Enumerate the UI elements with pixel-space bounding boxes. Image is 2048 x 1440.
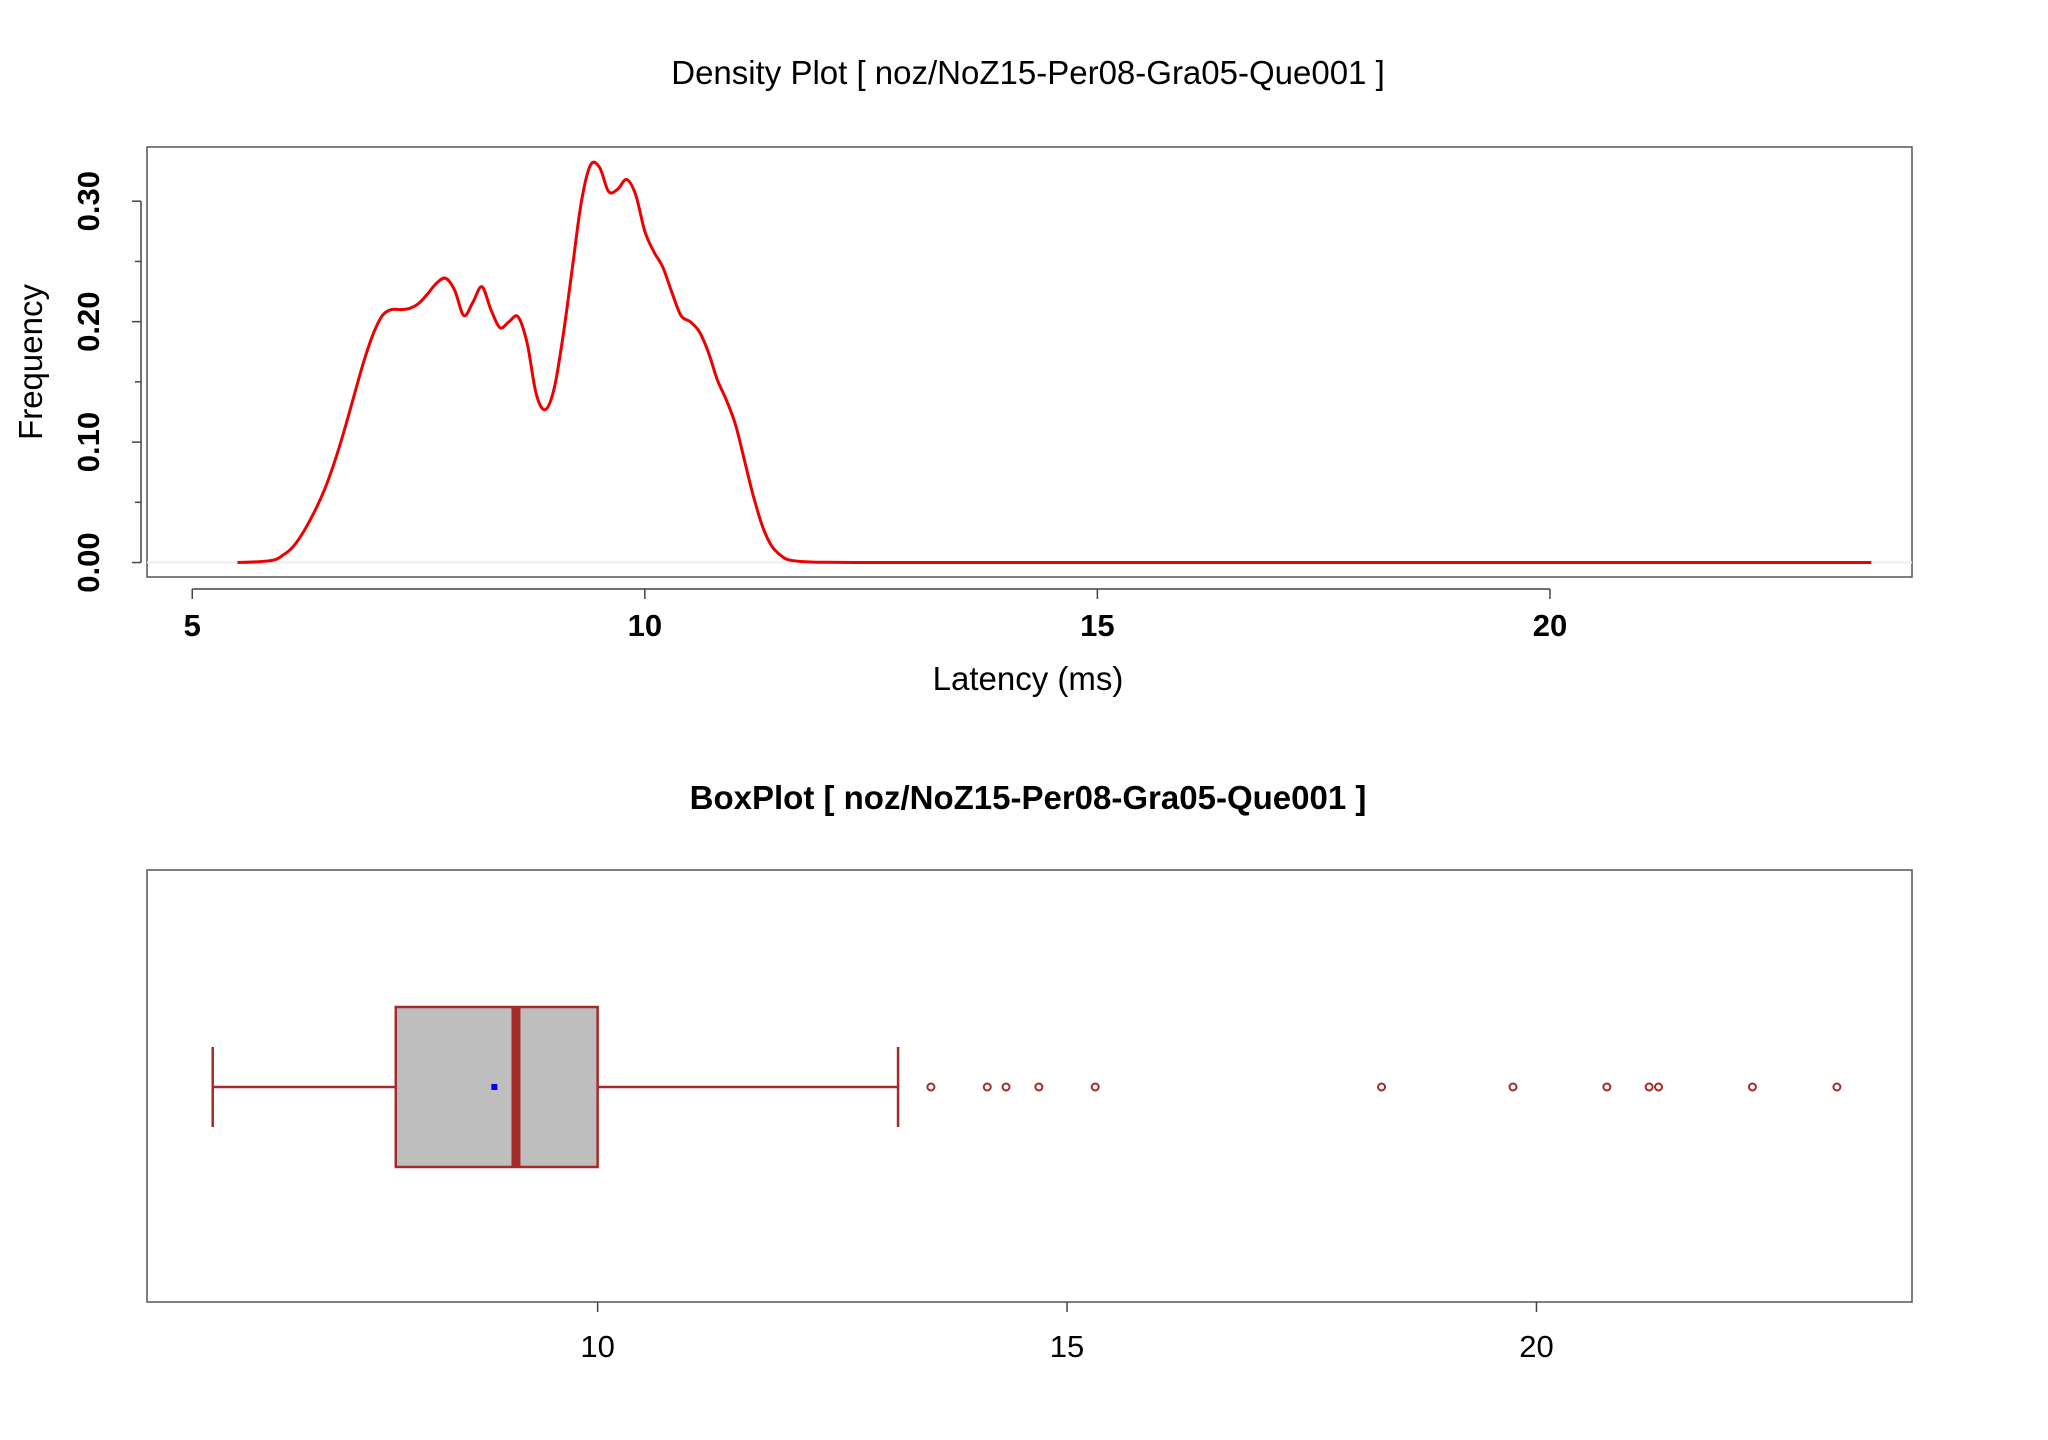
boxplot-title: BoxPlot [ noz/NoZ15-Per08-Gra05-Que001 ] — [690, 779, 1367, 816]
boxplot-outlier — [1654, 1082, 1664, 1092]
density-x-label: Latency (ms) — [933, 660, 1124, 697]
boxplot-mean-point — [491, 1084, 498, 1090]
boxplot-outlier — [1001, 1082, 1011, 1092]
boxplot-outlier — [926, 1082, 936, 1092]
boxplot-marks — [211, 1005, 1842, 1169]
density-x-axis: 5 10 15 20 — [184, 588, 1567, 643]
density-plot: Density Plot [ noz/NoZ15-Per08-Gra05-Que… — [12, 54, 1913, 697]
density-x-tick-label: 20 — [1533, 608, 1567, 643]
density-y-tick-label: 0.00 — [71, 532, 106, 592]
boxplot-outlier — [1644, 1082, 1654, 1092]
density-line — [237, 160, 1872, 565]
boxplot-outlier — [1377, 1082, 1387, 1092]
density-x-tick-label: 15 — [1080, 608, 1114, 643]
density-x-tick-label: 10 — [628, 608, 662, 643]
boxplot-x-tick-label: 20 — [1519, 1329, 1553, 1364]
density-line-group — [147, 160, 1912, 565]
density-title: Density Plot [ noz/NoZ15-Per08-Gra05-Que… — [671, 54, 1385, 91]
boxplot-outlier — [1090, 1082, 1100, 1092]
density-y-tick-label: 0.20 — [71, 291, 106, 351]
boxplot-outlier — [1747, 1082, 1757, 1092]
density-y-tick-label: 0.30 — [71, 171, 106, 231]
density-y-axis: 0.00 0.10 0.20 0.30 — [71, 171, 142, 593]
density-x-tick-label: 5 — [184, 608, 201, 643]
density-plot-frame — [146, 146, 1913, 578]
density-y-label: Frequency — [12, 284, 49, 440]
box-plot: BoxPlot [ noz/NoZ15-Per08-Gra05-Que001 ]… — [146, 779, 1913, 1364]
boxplot-frame — [146, 869, 1913, 1303]
boxplot-x-tick-label: 10 — [580, 1329, 614, 1364]
boxplot-x-tick-label: 15 — [1050, 1329, 1084, 1364]
boxplot-outlier — [1034, 1082, 1044, 1092]
density-y-tick-label: 0.10 — [71, 412, 106, 472]
boxplot-outlier — [982, 1082, 992, 1092]
boxplot-outlier — [1602, 1082, 1612, 1092]
boxplot-outlier — [1508, 1082, 1518, 1092]
boxplot-x-axis: 10 15 20 — [580, 1302, 1554, 1364]
boxplot-outlier — [1832, 1082, 1842, 1092]
